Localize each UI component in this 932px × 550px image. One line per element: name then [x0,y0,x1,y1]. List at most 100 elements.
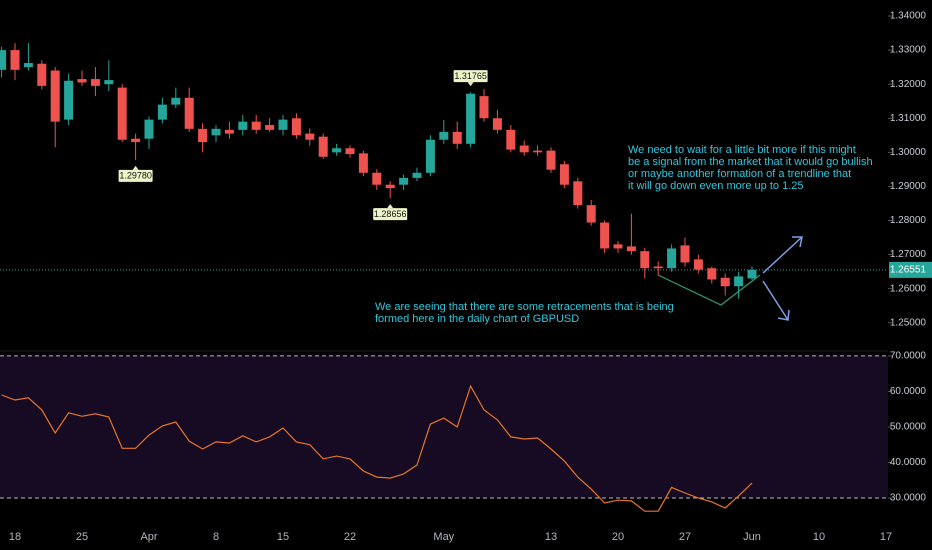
candle-body [77,79,87,83]
candle-body [600,222,610,249]
y-tick-label: 60.0000 [890,386,927,397]
y-tick-label: 1.30000 [890,147,927,158]
candle-body [734,276,744,287]
annotation-line: formed here in the daily chart of GBPUSD [375,313,579,325]
y-tick-label: 50.0000 [890,422,927,433]
x-tick-label: 8 [213,531,219,543]
rsi-band [0,355,888,499]
candle-body [667,248,677,269]
trend-drawing [657,274,761,306]
annotation-line: or maybe another formation of a trendlin… [628,168,851,180]
candle-body [90,79,100,86]
y-tick-label: 1.26000 [890,283,927,294]
y-tick-label: 1.31000 [890,113,927,124]
candle-body [64,80,74,120]
x-tick-label: May [433,531,454,543]
x-tick-label: 17 [880,531,892,543]
candle-body [586,205,596,223]
y-tick-label: 1.34000 [890,11,927,22]
last-price-tag [889,261,932,278]
x-tick-label: 13 [545,531,557,543]
extreme-label: 1.31765 [454,71,487,81]
candle-body [479,96,489,119]
candle-body [358,153,368,173]
candle-body [278,119,288,130]
y-tick-label: 1.25000 [890,317,927,328]
x-tick-label: 25 [76,531,88,543]
candle-body [117,87,127,140]
annotation-line: We need to wait for a little bit more if… [628,144,856,156]
candle-body [224,129,234,134]
y-tick-label: 1.27000 [890,249,927,260]
candle-body [345,148,355,155]
candle-body [533,150,543,153]
candle-body [211,128,221,136]
candle-body [640,251,650,269]
candle-body [492,118,502,130]
candle-body [131,138,141,143]
candle-body [332,148,342,153]
x-tick-label: Apr [140,531,157,543]
candle-body [693,259,703,270]
x-tick-label: 18 [9,531,21,543]
candle-body [412,172,422,178]
y-tick-label: 1.29000 [890,181,927,192]
candle-body [385,184,395,189]
extreme-pointer [132,165,139,170]
candle-body [613,244,623,249]
arrow-up [762,236,803,274]
extreme-box [373,208,408,221]
annotation-line: it will go down even more up to 1.25 [628,180,804,192]
x-tick-label: Jun [743,531,761,543]
candle-body [626,246,636,252]
candle-body [707,268,717,280]
x-tick-label: 20 [612,531,624,543]
annotation-line: be a signal from the market that it woul… [628,156,873,168]
candle-body [157,104,167,120]
candle-body [318,136,328,157]
candle-body [747,269,757,279]
extreme-label: 1.28656 [374,209,407,219]
rsi-line [1,384,753,512]
candle-body [452,131,462,144]
candle-body [466,93,476,144]
x-tick-label: 22 [344,531,356,543]
y-tick-label: 1.33000 [890,45,927,56]
y-tick-label: 1.32000 [890,79,927,90]
candle-body [144,119,154,139]
candle-body [506,129,516,150]
last-price-label: 1.26551 [890,265,927,276]
x-tick-label: 27 [679,531,691,543]
candle-body [238,121,248,130]
y-tick-label: 70.0000 [890,351,927,362]
candle-body [198,128,208,143]
candle-body [171,97,181,105]
candle-body [546,150,556,170]
candle-body [251,121,261,130]
candle-body [305,133,315,140]
candle-body [399,177,409,185]
candle-body [0,50,7,70]
arrow-down [762,280,790,321]
y-tick-label: 1.28000 [890,215,927,226]
candle-body [291,118,301,136]
candle-body [104,80,114,85]
candle-body [37,63,47,86]
candle-body [573,181,583,206]
candle-body [519,145,529,153]
candle-body [50,70,60,122]
candle-body [720,277,730,287]
candle-body [425,139,435,173]
candle-body [265,125,275,130]
candle-body [372,172,382,185]
y-tick-label: 30.0000 [890,493,927,504]
extreme-box [118,169,153,182]
x-tick-label: 15 [277,531,289,543]
candle-body [559,164,569,185]
candle-body [184,97,194,129]
candle-body [439,131,449,140]
extreme-box [453,70,488,83]
candle-body [680,245,690,263]
x-tick-label: 10 [813,531,825,543]
